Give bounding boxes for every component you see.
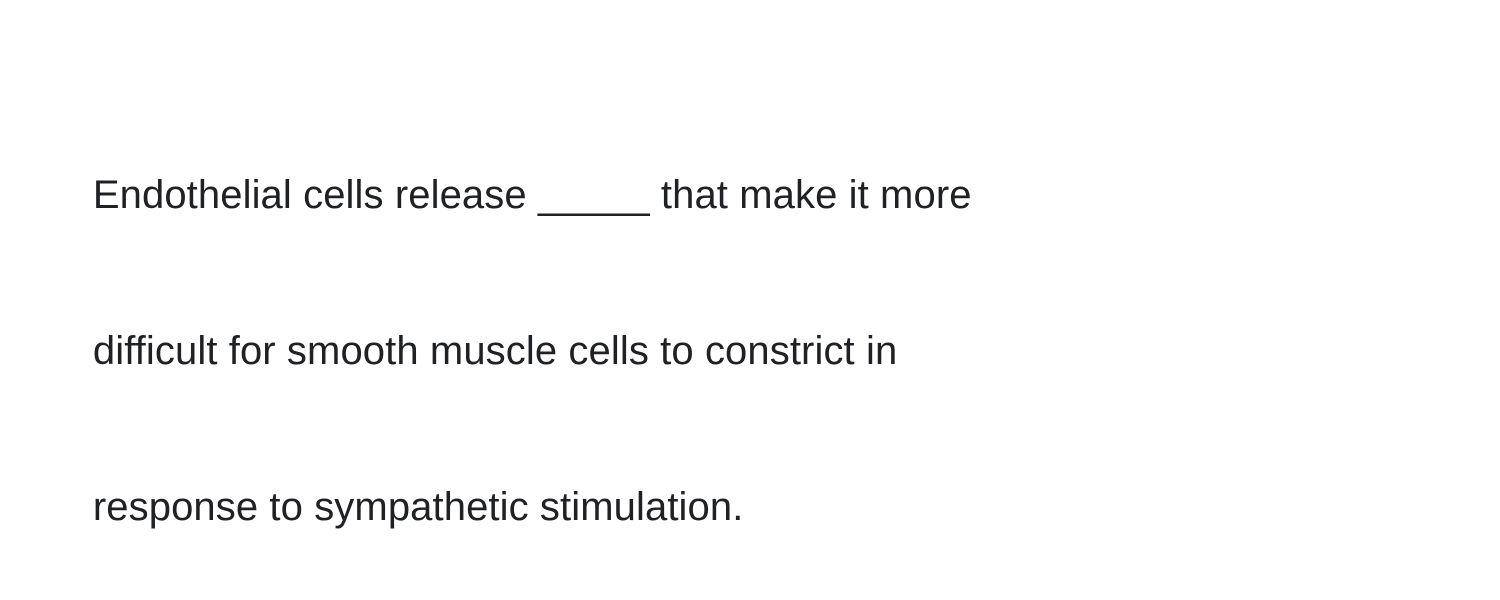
question-stem-line-3: response to sympathetic stimulation. (93, 485, 744, 529)
question-container: Endothelial cells release _____ that mak… (0, 0, 1500, 600)
question-stem-line-2: difficult for smooth muscle cells to con… (93, 329, 897, 373)
question-text-block: Endothelial cells release _____ that mak… (48, 78, 1452, 600)
question-stem-line-1: Endothelial cells release _____ that mak… (93, 173, 972, 217)
